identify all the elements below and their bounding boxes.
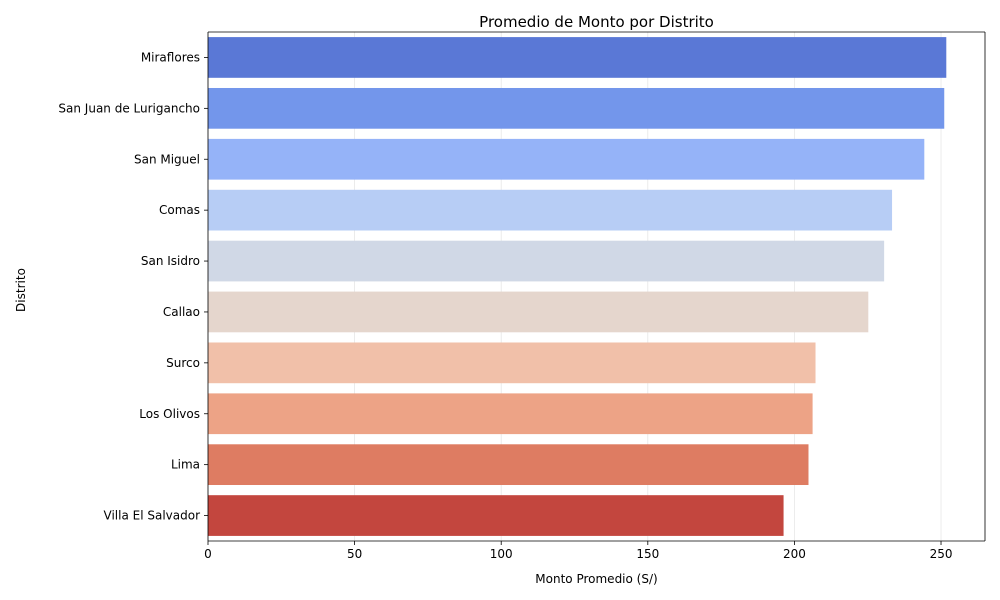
bar: [208, 495, 784, 536]
y-ticks: Miraflores San Juan de Lurigancho San Migu…: [58, 50, 208, 523]
bar: [208, 37, 947, 78]
bar: [208, 393, 813, 435]
y-tick-label: Villa El Salvador: [104, 509, 201, 523]
bar: [208, 87, 945, 129]
x-tick-label: 200: [783, 547, 806, 561]
y-tick-label: Lima: [171, 458, 200, 472]
bar: [208, 240, 885, 282]
y-tick-label: Comas: [159, 203, 200, 217]
y-tick-label: San Miguel: [134, 152, 200, 166]
y-tick-label: Surco: [166, 356, 200, 370]
bars: [208, 37, 947, 536]
y-tick-label: Miraflores: [141, 50, 200, 64]
bar: [208, 138, 925, 180]
x-tick-label: 250: [930, 547, 953, 561]
x-axis-label: Monto Promedio (S/): [535, 572, 657, 586]
bar: [208, 189, 893, 231]
bar: [208, 342, 816, 384]
x-tick-label: 100: [490, 547, 513, 561]
axes: [207, 31, 986, 542]
bar: [208, 291, 869, 333]
x-tick-label: 0: [204, 547, 212, 561]
y-axis-label: Distrito: [14, 268, 28, 312]
chart-title: Promedio de Monto por Distrito: [479, 13, 714, 31]
y-tick-label: Callao: [163, 305, 200, 319]
x-tick-label: 50: [347, 547, 362, 561]
x-tick-label: 150: [636, 547, 659, 561]
bar: [208, 444, 809, 486]
y-tick-label: San Juan de Lurigancho: [58, 101, 200, 115]
y-tick-label: Los Olivos: [139, 407, 200, 421]
x-ticks: 0 50 100 150 200 250: [204, 541, 952, 561]
y-tick-label: San Isidro: [141, 254, 200, 268]
